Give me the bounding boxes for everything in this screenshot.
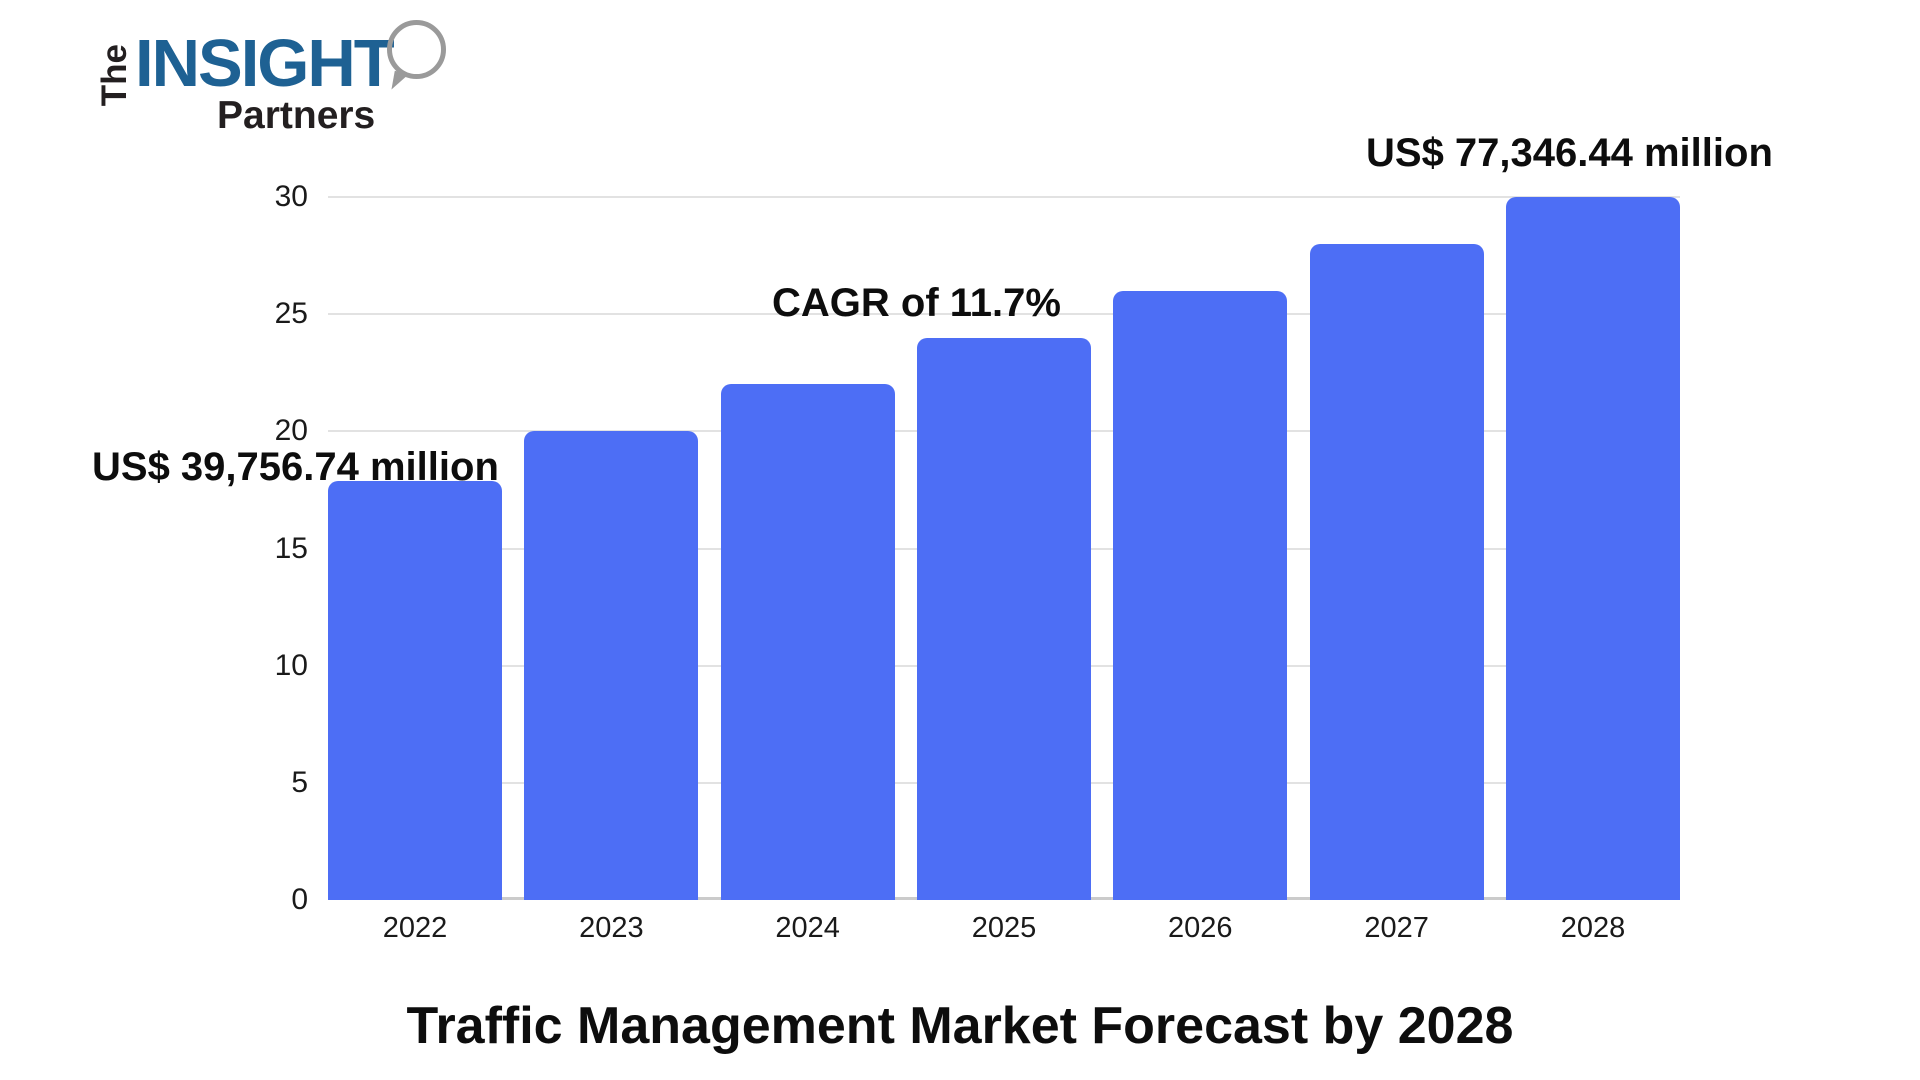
bar-2028 (1505, 197, 1680, 900)
logo-insight-text: INSIGHT (135, 26, 395, 101)
y-axis-tick-30: 30 (274, 180, 308, 213)
annotation-2028-value: US$ 77,346.44 million (1366, 131, 1773, 175)
x-axis-label-2025: 2025 (971, 912, 1037, 944)
bar-2023 (524, 431, 699, 900)
magnifier-circle (387, 20, 446, 79)
bar-2024 (720, 384, 895, 900)
bar-2027 (1309, 243, 1484, 900)
y-axis-tick-10: 10 (274, 648, 308, 682)
bar-2026 (1113, 290, 1288, 900)
logo-the-text: The (95, 44, 134, 107)
x-axis-label-2027: 2027 (1364, 912, 1429, 944)
annotation-cagr: CAGR of 11.7% (772, 281, 1061, 325)
logo-partners-text: Partners (217, 94, 376, 137)
magnifier-icon (383, 18, 453, 98)
x-axis-label-2024: 2024 (775, 912, 840, 944)
magnifier-handle (391, 70, 410, 93)
x-axis-labels: 2022 2023 2024 2025 2026 2027 2028 (328, 912, 1680, 945)
x-axis-label-2028: 2028 (1560, 912, 1626, 944)
bar-chart-plot-area: 0 5 10 15 20 25 30 (275, 182, 1680, 915)
annotation-2022-value: US$ 39,756.74 million (92, 445, 499, 489)
y-axis-tick-0: 0 (291, 883, 308, 916)
x-axis-label-2023: 2023 (579, 912, 644, 944)
x-axis-label-2022: 2022 (382, 912, 448, 944)
y-axis-tick-15: 15 (274, 531, 308, 565)
y-axis-tick-5: 5 (291, 765, 308, 799)
bars-layer (328, 197, 1680, 900)
x-axis-label-2026: 2026 (1168, 912, 1233, 944)
chart-title: Traffic Management Market Forecast by 20… (406, 997, 1514, 1055)
insight-partners-logo: The INSIGHT Partners (95, 18, 495, 153)
y-axis-tick-20: 20 (274, 414, 308, 448)
bar-2022 (328, 480, 502, 900)
gridline-25 (328, 313, 1680, 316)
y-axis-tick-25: 25 (274, 297, 308, 331)
gridline-30 (328, 196, 1680, 198)
bar-2025 (916, 337, 1091, 900)
